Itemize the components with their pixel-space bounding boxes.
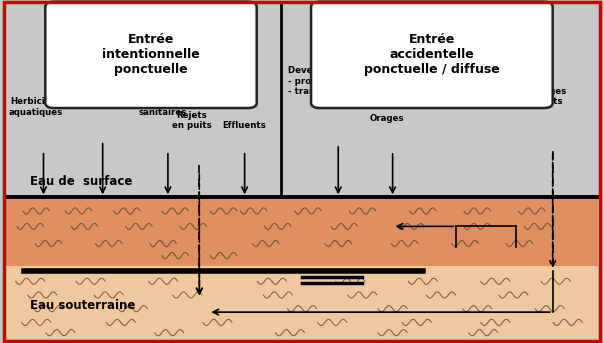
Bar (6, 266, 598, 338)
Text: Entrée
intentionnelle
ponctuelle: Entrée intentionnelle ponctuelle (102, 33, 200, 76)
Text: Stokages
déchets: Stokages déchets (521, 87, 566, 106)
FancyBboxPatch shape (45, 2, 257, 108)
Text: Eau souterraine: Eau souterraine (30, 299, 135, 312)
Text: Herbicides
aquatiques: Herbicides aquatiques (9, 97, 63, 117)
Text: Deversements :
- production
- transport...: Deversements : - production - transport.… (288, 66, 364, 96)
Text: Orages: Orages (369, 115, 404, 123)
Text: Pesticides
en solution
fixés sur MES: Pesticides en solution fixés sur MES (458, 73, 523, 103)
Text: Actions
sanitaires: Actions sanitaires (139, 97, 187, 117)
Bar (6, 197, 598, 266)
Text: Entrée
accidentelle
ponctuelle / diffuse: Entrée accidentelle ponctuelle / diffuse (364, 33, 500, 76)
FancyBboxPatch shape (311, 2, 553, 108)
Text: Rinçages des
matériels: Rinçages des matériels (65, 87, 129, 106)
Text: Eau de  surface: Eau de surface (30, 175, 132, 188)
Text: Rejets
en puits: Rejets en puits (172, 111, 212, 130)
Text: Effluents: Effluents (223, 121, 266, 130)
